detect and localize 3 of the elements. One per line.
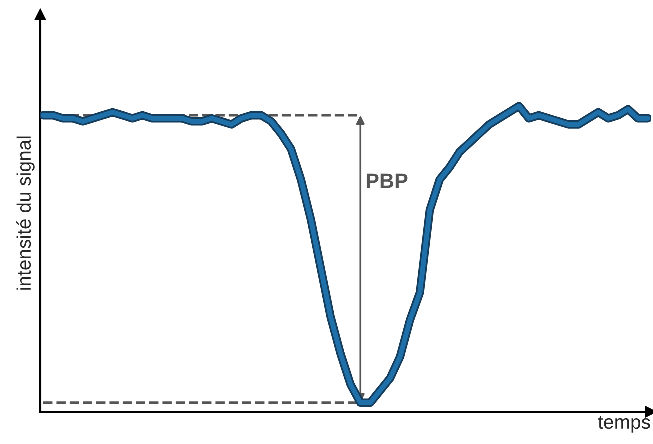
x-axis-title: temps bbox=[598, 416, 650, 433]
annotation: PBP bbox=[366, 174, 408, 188]
y-axis-title: intensité du signal bbox=[16, 136, 35, 290]
